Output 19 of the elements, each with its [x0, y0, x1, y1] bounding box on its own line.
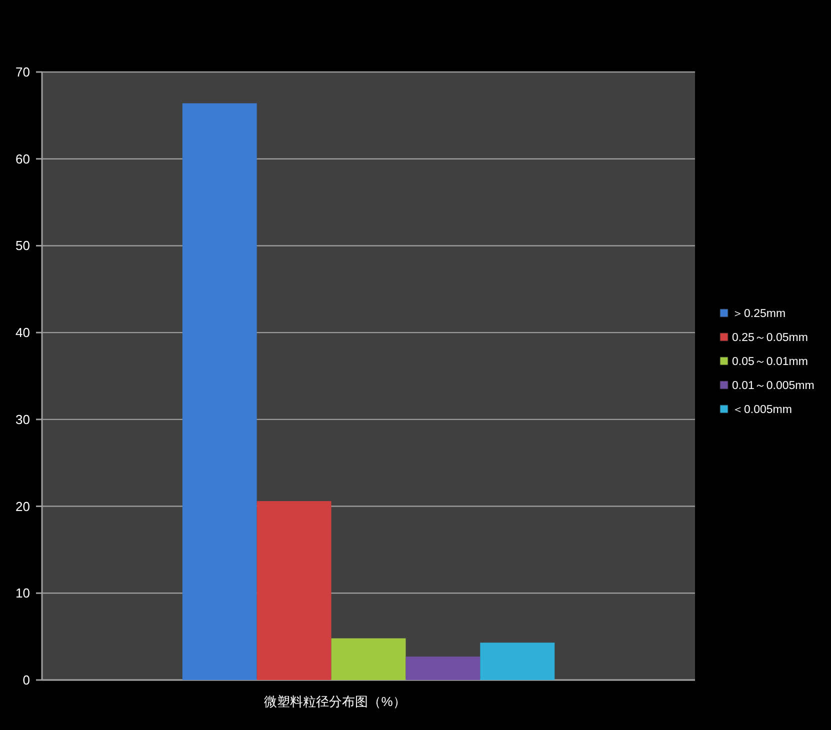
x-axis-title: 微塑料粒径分布图（%） [264, 694, 406, 709]
y-tick-label: 60 [16, 151, 30, 166]
y-tick-label: 50 [16, 238, 30, 254]
legend-label: ＜0.005mm [732, 404, 792, 416]
legend-label: 0.05～0.01mm [732, 356, 808, 368]
y-tick-label: 70 [16, 64, 30, 80]
bar [256, 501, 332, 680]
bar [406, 656, 480, 680]
y-tick-label: 0 [22, 672, 30, 688]
legend-label: 0.25～0.05mm [732, 332, 808, 344]
bar [182, 103, 257, 680]
y-tick-label: 40 [16, 325, 30, 340]
legend-label: ＞0.25mm [732, 308, 786, 320]
bar [480, 642, 555, 680]
y-tick-label: 20 [16, 498, 30, 514]
y-tick-label: 10 [16, 586, 30, 601]
bar [331, 638, 406, 680]
legend-label: 0.01～0.005mm [732, 380, 814, 392]
y-tick-label: 30 [16, 412, 30, 427]
